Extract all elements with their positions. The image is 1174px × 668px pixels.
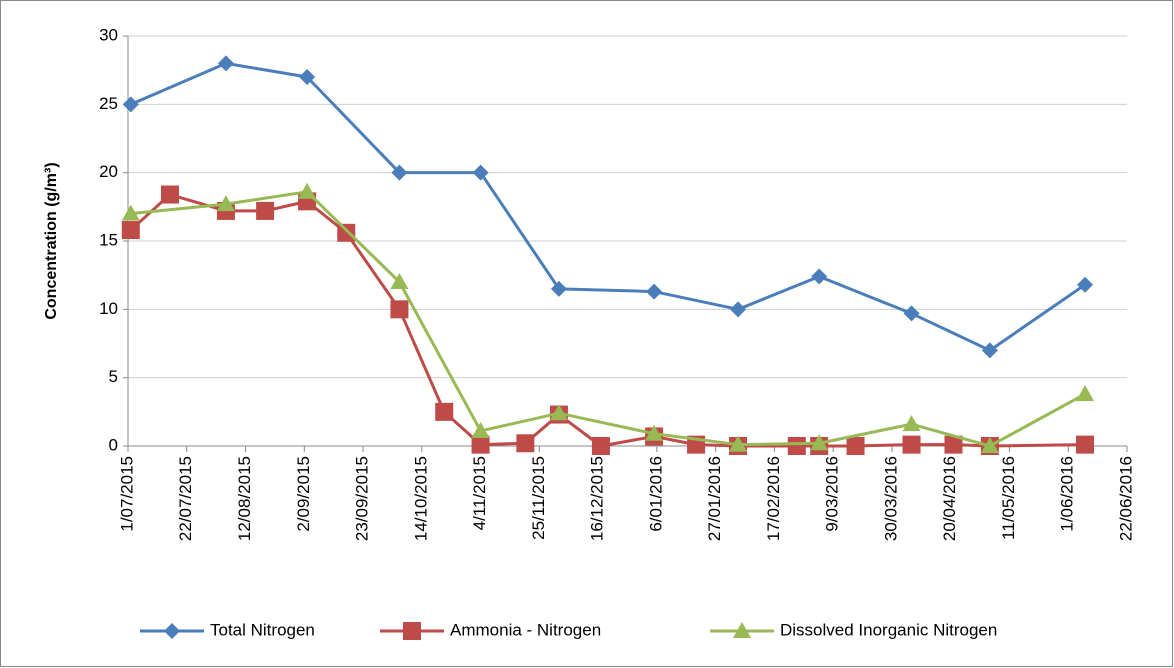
marker [846,437,865,455]
series-line [130,61,1086,352]
x-tick-label: 11/05/2016 [999,456,1018,540]
x-tick-label: 12/08/2015 [235,456,254,541]
y-tick-label: 10 [99,299,118,318]
x-tick-label: 14/10/2015 [411,456,430,541]
marker [435,402,454,421]
marker [390,300,409,319]
marker [903,305,920,322]
marker [645,424,664,441]
x-tick-label: 6/01/2016 [646,456,665,532]
marker [646,283,663,300]
y-tick-label: 5 [109,367,118,386]
x-tick-label: 20/04/2016 [940,456,959,541]
marker [299,69,316,85]
marker [217,55,234,72]
marker [730,301,747,318]
marker [944,435,963,454]
x-tick-label: 16/12/2015 [588,456,607,541]
marker [591,437,610,455]
series-line [129,193,1086,448]
legend-marker [733,622,751,638]
marker [902,435,921,454]
x-tick-label: 27/01/2016 [705,456,724,541]
marker [902,415,921,432]
x-tick-label: 22/06/2016 [1116,456,1135,541]
legend-marker [164,623,180,639]
marker [810,434,829,451]
legend-label: Ammonia - Nitrogen [450,620,601,639]
marker [1076,385,1095,402]
x-tick-label: 2/09/2015 [294,456,313,532]
legend-marker [403,622,421,640]
marker [390,273,409,289]
marker [516,434,535,453]
marker [981,342,998,359]
x-tick-label: 4/11/2015 [470,456,489,530]
y-tick-label: 25 [99,94,118,113]
marker [121,221,140,240]
legend-label: Total Nitrogen [210,620,315,639]
marker [216,195,235,212]
marker [122,96,139,113]
marker [980,437,999,453]
legend-label: Dissolved Inorganic Nitrogen [780,620,997,639]
marker [472,164,489,181]
x-tick-label: 17/02/2016 [764,456,783,541]
series-line [130,190,1086,448]
marker [337,223,356,242]
x-tick-label: 22/07/2015 [176,456,195,541]
x-tick-label: 23/09/2015 [353,456,372,541]
marker [1076,435,1095,454]
marker [256,201,275,220]
marker [550,280,567,297]
y-tick-label: 15 [99,230,118,249]
marker [121,204,140,221]
marker [549,404,568,421]
x-tick-label: 25/11/2015 [529,456,548,540]
x-tick-label: 1/06/2016 [1058,456,1077,532]
y-tick-label: 30 [99,25,118,44]
marker [471,421,490,438]
marker [471,435,490,454]
marker [298,182,317,199]
marker [1077,276,1094,293]
marker [811,268,828,285]
x-tick-label: 30/03/2016 [881,456,900,541]
x-tick-label: 1/07/2015 [117,456,136,532]
y-tick-label: 0 [109,435,118,454]
marker [160,185,179,204]
marker [787,437,806,455]
x-tick-label: 9/03/2016 [823,456,842,532]
marker [391,164,408,181]
marker [729,435,748,452]
y-axis-label: Concentration (g/m³) [43,162,60,319]
y-tick-label: 20 [99,162,118,181]
